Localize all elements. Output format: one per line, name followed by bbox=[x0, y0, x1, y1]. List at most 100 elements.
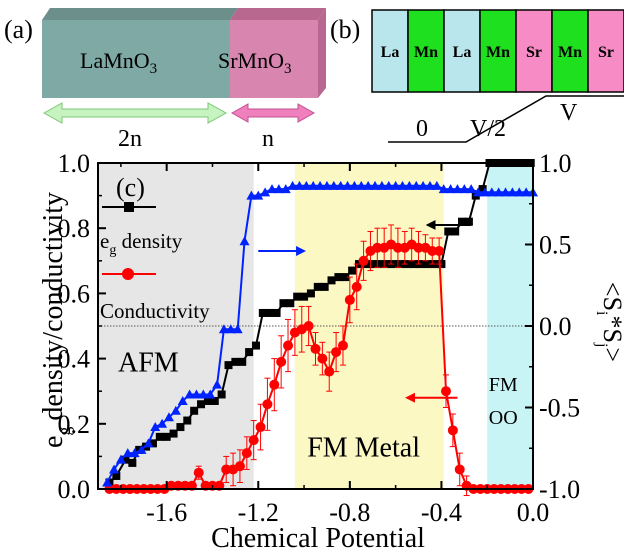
atom-cell-box bbox=[479, 9, 517, 93]
data-point bbox=[148, 439, 157, 448]
chart-panel-c: -1.6 -1.2 -0.8 -0.4 0.0 0.0 0.2 0.4 0.6 0.8 1.0 -1.… bbox=[38, 149, 624, 550]
arrow-2n-label: 2n bbox=[118, 126, 142, 152]
data-point bbox=[197, 400, 206, 409]
data-point bbox=[143, 438, 154, 448]
series-layer bbox=[102, 159, 538, 497]
atom-row: La Mn La Mn Sr Mn Sr bbox=[371, 9, 624, 93]
data-point bbox=[136, 444, 147, 454]
data-point bbox=[258, 308, 267, 317]
data-point bbox=[129, 448, 140, 458]
atom-cell-box bbox=[551, 9, 589, 93]
data-point bbox=[287, 180, 298, 190]
data-point bbox=[198, 389, 209, 399]
data-point bbox=[337, 340, 348, 351]
y-right-tick-label: 0.0 bbox=[539, 312, 572, 341]
data-point bbox=[283, 340, 294, 351]
legend-label-conductivity: Conductivity bbox=[100, 299, 210, 323]
legend-item-eg-density: eg density bbox=[100, 202, 183, 258]
data-point bbox=[363, 180, 374, 190]
data-point bbox=[514, 187, 525, 197]
atom-cell-mn: Mn bbox=[407, 9, 445, 93]
lamno3-label: LaMnO3 bbox=[80, 48, 157, 77]
data-point bbox=[177, 395, 188, 405]
data-point bbox=[163, 412, 174, 422]
data-point bbox=[320, 282, 329, 291]
data-point bbox=[190, 406, 199, 415]
data-point bbox=[459, 184, 470, 194]
data-point bbox=[301, 180, 312, 190]
data-point bbox=[191, 389, 202, 399]
data-point bbox=[315, 180, 326, 190]
data-point bbox=[231, 357, 240, 366]
data-point bbox=[239, 236, 250, 246]
x-tick-label: -0.4 bbox=[421, 498, 462, 527]
data-point bbox=[184, 389, 195, 399]
atom-cell-label: Sr bbox=[526, 44, 542, 61]
atom-cell-label: Mn bbox=[486, 44, 510, 61]
data-point bbox=[375, 260, 384, 269]
potential-half-label: V/2 bbox=[470, 116, 506, 142]
data-point bbox=[447, 425, 458, 436]
data-point bbox=[434, 246, 445, 257]
data-point bbox=[210, 396, 219, 405]
data-point bbox=[128, 458, 137, 467]
y-left-tick-label: 1.0 bbox=[58, 149, 91, 178]
data-point bbox=[262, 399, 273, 410]
data-point bbox=[444, 227, 453, 236]
data-point bbox=[376, 180, 387, 190]
data-point bbox=[368, 260, 377, 269]
y-axis-right-title: <Si*Sj> bbox=[593, 282, 624, 362]
region-label-1: FM Metal bbox=[307, 432, 420, 463]
data-point bbox=[115, 454, 126, 464]
data-point bbox=[351, 281, 362, 292]
data-point bbox=[404, 180, 415, 190]
region-labels: AFM FM Metal FM OO bbox=[118, 348, 518, 464]
y-left-tick-label: 0.4 bbox=[58, 345, 91, 374]
lamno3-block-top bbox=[42, 8, 238, 20]
y-left-tick-label: 0.2 bbox=[58, 410, 91, 439]
data-point bbox=[225, 324, 236, 334]
data-point bbox=[310, 343, 321, 354]
data-point bbox=[176, 423, 185, 432]
x-tick-label: -1.2 bbox=[238, 498, 279, 527]
data-point bbox=[454, 464, 465, 475]
atom-cell-box bbox=[515, 9, 553, 93]
data-point bbox=[248, 435, 259, 446]
data-point bbox=[102, 477, 113, 487]
data-point bbox=[486, 187, 497, 197]
data-point bbox=[424, 180, 435, 190]
y-right-tick-label: 1.0 bbox=[539, 149, 572, 178]
data-point bbox=[150, 422, 161, 432]
data-point bbox=[251, 341, 260, 350]
data-point bbox=[205, 389, 216, 399]
data-point bbox=[253, 190, 264, 200]
data-point bbox=[423, 260, 432, 269]
data-point bbox=[280, 184, 291, 194]
data-point bbox=[479, 187, 490, 197]
y-left-tick-label: 0.8 bbox=[58, 214, 91, 243]
atom-cell-label: Mn bbox=[414, 44, 438, 61]
x-tick-label: 0.0 bbox=[517, 498, 550, 527]
region-label2-2: OO bbox=[489, 407, 518, 429]
region-label-0: AFM bbox=[118, 348, 179, 379]
data-point bbox=[327, 276, 336, 285]
y-right-tick-label: 0.5 bbox=[539, 231, 572, 260]
data-point bbox=[121, 455, 130, 464]
data-point bbox=[276, 356, 287, 367]
arrow-n-label: n bbox=[262, 126, 274, 152]
atom-cell-box bbox=[371, 9, 409, 93]
data-point bbox=[466, 184, 477, 194]
data-point bbox=[246, 190, 257, 200]
data-point bbox=[269, 379, 280, 390]
atom-cell-label: La bbox=[453, 44, 472, 61]
data-point bbox=[238, 357, 247, 366]
region-label-2: FM bbox=[489, 374, 518, 396]
data-point bbox=[396, 260, 405, 269]
data-point bbox=[234, 461, 245, 472]
data-point bbox=[441, 386, 451, 397]
data-point bbox=[341, 273, 350, 282]
atom-cell-label: La bbox=[381, 44, 400, 61]
data-point bbox=[458, 217, 467, 226]
data-point bbox=[507, 187, 518, 197]
potential-full-label: V bbox=[560, 100, 578, 126]
